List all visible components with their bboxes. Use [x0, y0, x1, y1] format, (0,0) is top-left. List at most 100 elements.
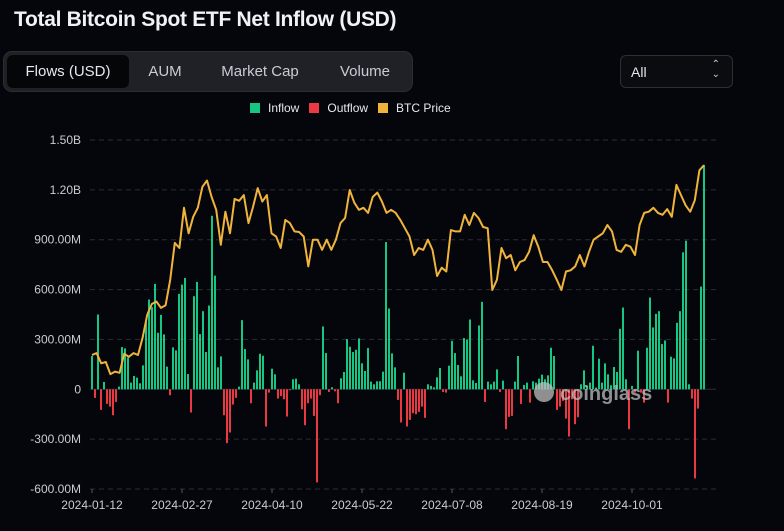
inflow-bar[interactable]	[151, 307, 153, 390]
inflow-bar[interactable]	[367, 348, 369, 390]
inflow-bar[interactable]	[613, 367, 615, 390]
inflow-bar[interactable]	[553, 356, 555, 390]
inflow-bar[interactable]	[208, 305, 210, 390]
inflow-bar[interactable]	[517, 356, 519, 390]
outflow-bar[interactable]	[634, 389, 636, 393]
inflow-bar[interactable]	[637, 350, 639, 390]
inflow-bar[interactable]	[661, 344, 663, 390]
outflow-bar[interactable]	[190, 389, 192, 413]
inflow-bar[interactable]	[676, 322, 678, 390]
inflow-bar[interactable]	[526, 382, 528, 390]
inflow-bar[interactable]	[121, 347, 123, 390]
legend-btc-price[interactable]: BTC Price	[378, 101, 451, 115]
inflow-bar[interactable]	[427, 384, 429, 390]
outflow-bar[interactable]	[559, 389, 561, 407]
outflow-bar[interactable]	[115, 389, 117, 402]
inflow-bar[interactable]	[610, 385, 612, 390]
inflow-bar[interactable]	[430, 385, 432, 390]
inflow-bar[interactable]	[487, 381, 489, 390]
inflow-bar[interactable]	[97, 314, 99, 390]
outflow-bar[interactable]	[412, 389, 414, 414]
inflow-bar[interactable]	[649, 297, 651, 390]
outflow-bar[interactable]	[328, 389, 330, 392]
inflow-bar[interactable]	[322, 326, 324, 390]
outflow-bar[interactable]	[235, 389, 237, 398]
inflow-bar[interactable]	[331, 387, 333, 390]
inflow-bar[interactable]	[376, 381, 378, 390]
outflow-bar[interactable]	[268, 389, 270, 393]
outflow-bar[interactable]	[316, 389, 318, 483]
inflow-bar[interactable]	[607, 374, 609, 390]
inflow-bar[interactable]	[385, 242, 387, 390]
inflow-bar[interactable]	[451, 340, 453, 390]
inflow-bar[interactable]	[256, 370, 258, 390]
inflow-bar[interactable]	[433, 387, 435, 390]
outflow-bar[interactable]	[421, 389, 423, 407]
inflow-bar[interactable]	[652, 327, 654, 390]
outflow-bar[interactable]	[223, 389, 225, 416]
legend-inflow[interactable]: Inflow	[250, 101, 299, 115]
inflow-bar[interactable]	[118, 386, 120, 390]
inflow-bar[interactable]	[658, 311, 660, 390]
inflow-bar[interactable]	[580, 384, 582, 390]
inflow-bar[interactable]	[220, 356, 222, 390]
inflow-bar[interactable]	[154, 283, 156, 390]
inflow-bar[interactable]	[355, 349, 357, 390]
inflow-bar[interactable]	[457, 365, 459, 390]
inflow-bar[interactable]	[403, 372, 405, 390]
inflow-bar[interactable]	[463, 338, 465, 390]
inflow-bar[interactable]	[346, 339, 348, 390]
inflow-bar[interactable]	[619, 328, 621, 390]
outflow-bar[interactable]	[106, 389, 108, 404]
inflow-bar[interactable]	[622, 307, 624, 390]
inflow-bar[interactable]	[373, 384, 375, 390]
outflow-bar[interactable]	[310, 389, 312, 399]
inflow-bar[interactable]	[175, 350, 177, 390]
outflow-bar[interactable]	[499, 389, 501, 392]
inflow-bar[interactable]	[532, 381, 534, 390]
outflow-bar[interactable]	[112, 389, 114, 416]
outflow-bar[interactable]	[100, 389, 102, 410]
inflow-bar[interactable]	[340, 378, 342, 390]
outflow-bar[interactable]	[508, 389, 510, 417]
outflow-bar[interactable]	[484, 389, 486, 402]
outflow-bar[interactable]	[691, 389, 693, 399]
inflow-bar[interactable]	[535, 382, 537, 390]
outflow-bar[interactable]	[643, 389, 645, 403]
inflow-bar[interactable]	[454, 353, 456, 390]
inflow-bar[interactable]	[127, 357, 129, 390]
outflow-bar[interactable]	[571, 389, 573, 400]
time-range-select[interactable]: All ⌃ ⌄	[620, 55, 733, 88]
inflow-bar[interactable]	[631, 385, 633, 390]
inflow-bar[interactable]	[364, 371, 366, 390]
inflow-bar[interactable]	[214, 275, 216, 390]
outflow-bar[interactable]	[415, 389, 417, 415]
inflow-bar[interactable]	[625, 379, 627, 390]
outflow-bar[interactable]	[577, 389, 579, 418]
inflow-bar[interactable]	[181, 284, 183, 390]
inflow-bar[interactable]	[514, 381, 516, 390]
outflow-bar[interactable]	[232, 389, 234, 405]
inflow-bar[interactable]	[148, 299, 150, 390]
tab-volume[interactable]: Volume	[339, 63, 391, 80]
inflow-bar[interactable]	[688, 384, 690, 390]
inflow-bar[interactable]	[685, 240, 687, 390]
inflow-bar[interactable]	[370, 381, 372, 390]
inflow-bar[interactable]	[466, 339, 468, 390]
outflow-bar[interactable]	[280, 389, 282, 396]
inflow-bar[interactable]	[583, 370, 585, 390]
inflow-bar[interactable]	[469, 319, 471, 390]
inflow-bar[interactable]	[91, 356, 93, 390]
inflow-bar[interactable]	[349, 346, 351, 390]
inflow-bar[interactable]	[187, 373, 189, 390]
outflow-bar[interactable]	[511, 389, 513, 416]
tab-market-cap[interactable]: Market Cap	[221, 63, 299, 80]
outflow-bar[interactable]	[307, 389, 309, 404]
inflow-bar[interactable]	[604, 363, 606, 390]
inflow-bar[interactable]	[238, 386, 240, 390]
tab-flows-usd[interactable]: Flows (USD)	[7, 55, 129, 88]
outflow-bar[interactable]	[409, 389, 411, 420]
inflow-bar[interactable]	[262, 355, 264, 390]
inflow-bar[interactable]	[550, 347, 552, 390]
outflow-bar[interactable]	[565, 389, 567, 419]
